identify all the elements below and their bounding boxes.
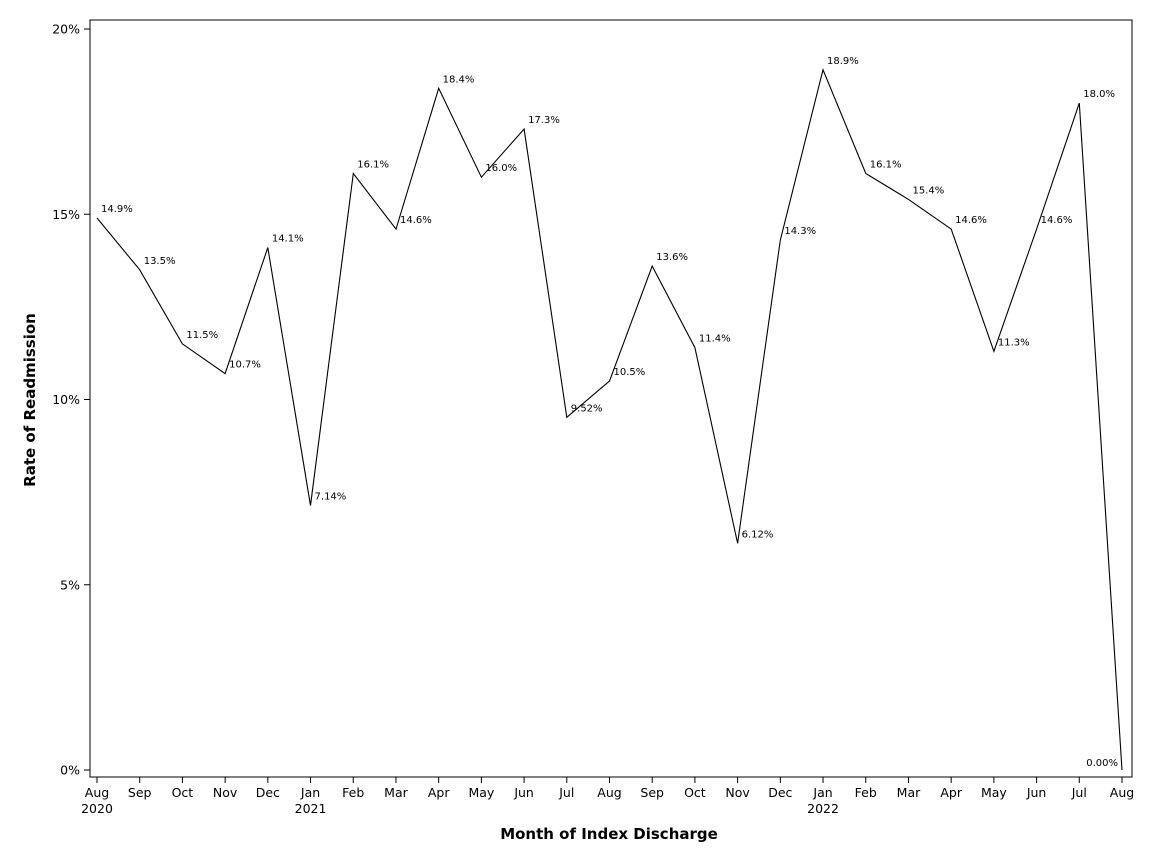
y-axis: 0% 5% 10% 15% 20% [52, 22, 90, 778]
data-label: 9.52% [571, 403, 603, 414]
x-tick-label: Apr [940, 785, 962, 800]
x-tick-label: Aug [85, 785, 109, 800]
x-tick-label: Apr [428, 785, 450, 800]
data-labels: 14.9% 13.5% 11.5% 10.7% 14.1% 7.14% 16.1% 14.6%… [101, 56, 1118, 769]
data-label: 15.4% [912, 185, 944, 196]
x-tick-label: Feb [342, 785, 364, 800]
data-label: 14.6% [400, 215, 432, 226]
x-tick-year-label: 2021 [295, 801, 327, 816]
y-tick-label: 10% [52, 392, 80, 407]
data-label: 10.7% [229, 360, 261, 371]
x-tick-label: Jul [1071, 785, 1087, 800]
x-tick-label: Dec [768, 785, 792, 800]
x-tick-label: Sep [128, 785, 152, 800]
data-label: 11.5% [186, 330, 218, 341]
x-tick-year-label: 2020 [81, 801, 113, 816]
data-label: 13.6% [656, 252, 688, 263]
y-tick-label: 5% [60, 577, 80, 592]
data-label: 14.6% [1041, 215, 1073, 226]
data-label: 17.3% [528, 115, 560, 126]
y-tick-label: 20% [52, 22, 80, 37]
x-tick-label: Feb [855, 785, 877, 800]
x-tick-label: Mar [897, 785, 921, 800]
y-tick-label: 0% [60, 763, 80, 778]
x-tick-label: Jul [558, 785, 574, 800]
x-tick-label: Oct [172, 785, 194, 800]
data-label: 0.00% [1086, 758, 1118, 769]
x-tick-label: May [981, 785, 1007, 800]
x-tick-label: Jun [513, 785, 534, 800]
x-tick-label: Aug [1110, 785, 1134, 800]
data-label: 18.4% [443, 74, 475, 85]
x-tick-label: Jan [300, 785, 320, 800]
x-tick-label: Mar [384, 785, 408, 800]
data-label: 18.9% [827, 56, 859, 67]
data-label: 18.0% [1083, 89, 1115, 100]
plot-frame [89, 19, 1133, 778]
x-tick-label: Dec [256, 785, 280, 800]
x-tick-label: Oct [684, 785, 706, 800]
data-label: 16.1% [870, 159, 902, 170]
data-label: 13.5% [144, 256, 176, 267]
data-label: 14.6% [955, 215, 987, 226]
series-line [96, 68, 1123, 771]
data-label: 16.0% [485, 163, 517, 174]
y-tick-label: 15% [52, 207, 80, 222]
data-label: 14.9% [101, 204, 133, 215]
data-label: 11.4% [699, 334, 731, 345]
data-label: 6.12% [742, 529, 774, 540]
x-tick-label: Jun [1026, 785, 1047, 800]
x-tick-label: Nov [213, 785, 238, 800]
data-label: 10.5% [614, 367, 646, 378]
x-tick-label: Nov [725, 785, 750, 800]
data-label: 14.1% [272, 234, 304, 245]
x-tick-label: May [468, 785, 494, 800]
y-axis-title: Rate of Readmission [21, 313, 39, 487]
x-tick-year-label: 2022 [807, 801, 839, 816]
data-label: 11.3% [998, 337, 1030, 348]
x-tick-label: Aug [597, 785, 621, 800]
x-axis-title: Month of Index Discharge [500, 825, 718, 843]
x-tick-label: Sep [640, 785, 664, 800]
data-label: 7.14% [315, 491, 347, 502]
data-label: 14.3% [784, 226, 816, 237]
x-tick-label: Jan [812, 785, 832, 800]
data-label: 16.1% [357, 159, 389, 170]
